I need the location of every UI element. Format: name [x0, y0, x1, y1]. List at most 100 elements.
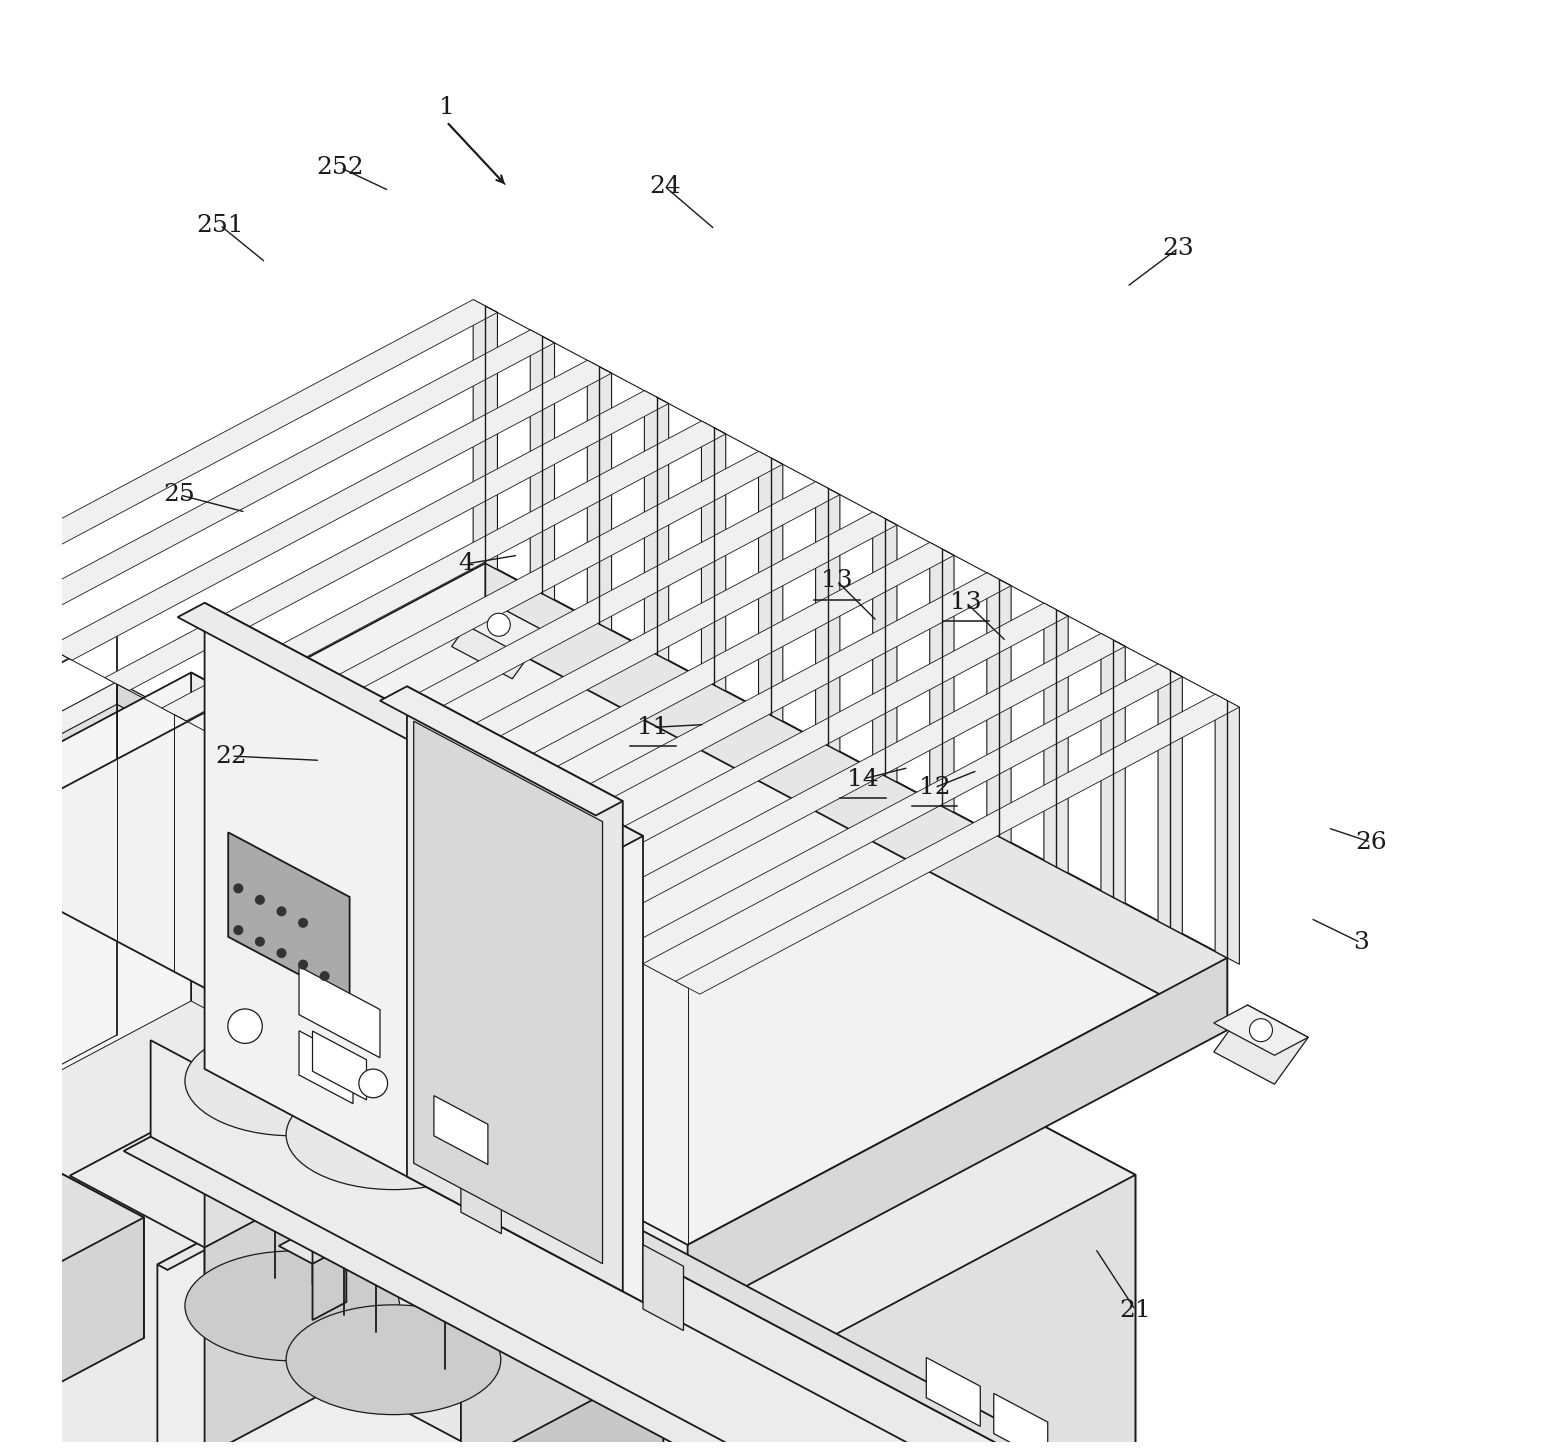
- Polygon shape: [485, 564, 1227, 1030]
- Ellipse shape: [186, 1026, 399, 1136]
- Circle shape: [299, 961, 307, 969]
- Polygon shape: [0, 1164, 143, 1271]
- Polygon shape: [413, 722, 602, 1264]
- Circle shape: [359, 1069, 388, 1098]
- Polygon shape: [0, 738, 192, 1081]
- Polygon shape: [0, 903, 192, 1246]
- Text: 23: 23: [1163, 236, 1194, 259]
- Polygon shape: [987, 572, 1012, 843]
- Text: 251: 251: [196, 213, 243, 236]
- Polygon shape: [642, 1245, 683, 1330]
- Polygon shape: [312, 1227, 346, 1303]
- Polygon shape: [235, 1275, 349, 1336]
- Polygon shape: [204, 1175, 340, 1449]
- Polygon shape: [218, 451, 783, 751]
- Polygon shape: [0, 958, 192, 1301]
- Polygon shape: [178, 603, 642, 851]
- Text: 12: 12: [918, 777, 951, 800]
- Polygon shape: [452, 600, 546, 649]
- Polygon shape: [644, 391, 669, 661]
- Polygon shape: [151, 1040, 940, 1449]
- Polygon shape: [461, 1255, 663, 1449]
- Polygon shape: [873, 511, 896, 782]
- Polygon shape: [0, 814, 192, 1159]
- Polygon shape: [1214, 694, 1239, 964]
- Polygon shape: [0, 848, 192, 1191]
- Polygon shape: [192, 672, 1135, 1449]
- Polygon shape: [123, 1065, 1074, 1449]
- Polygon shape: [1158, 664, 1182, 935]
- Polygon shape: [312, 1246, 346, 1320]
- Polygon shape: [452, 600, 546, 678]
- Polygon shape: [926, 1358, 981, 1426]
- Polygon shape: [42, 1164, 143, 1337]
- Polygon shape: [1214, 1006, 1308, 1084]
- Polygon shape: [204, 603, 642, 1303]
- Polygon shape: [0, 924, 192, 1269]
- Polygon shape: [0, 869, 192, 1214]
- Polygon shape: [276, 481, 840, 781]
- Polygon shape: [117, 958, 192, 1019]
- Circle shape: [1249, 1019, 1272, 1042]
- Polygon shape: [117, 793, 192, 853]
- Circle shape: [256, 895, 263, 904]
- Polygon shape: [688, 958, 1227, 1317]
- Polygon shape: [285, 1255, 663, 1449]
- Polygon shape: [0, 1013, 192, 1356]
- Polygon shape: [157, 959, 741, 1269]
- Circle shape: [234, 926, 243, 935]
- Ellipse shape: [287, 1306, 500, 1414]
- Polygon shape: [117, 848, 192, 909]
- Polygon shape: [390, 542, 954, 842]
- Polygon shape: [504, 603, 1068, 903]
- Text: 3: 3: [1353, 932, 1369, 953]
- Polygon shape: [0, 704, 192, 1049]
- Polygon shape: [641, 1310, 722, 1382]
- Polygon shape: [0, 793, 192, 1136]
- Polygon shape: [488, 1362, 663, 1449]
- Polygon shape: [312, 1032, 366, 1100]
- Polygon shape: [815, 481, 840, 752]
- Polygon shape: [0, 682, 192, 1026]
- Polygon shape: [0, 672, 1135, 1449]
- Polygon shape: [759, 451, 783, 722]
- Text: 252: 252: [316, 156, 365, 180]
- Polygon shape: [474, 300, 497, 569]
- Polygon shape: [337, 1329, 451, 1390]
- Polygon shape: [228, 832, 349, 1001]
- Polygon shape: [0, 980, 192, 1324]
- Polygon shape: [447, 572, 1012, 872]
- Ellipse shape: [186, 1250, 399, 1361]
- Polygon shape: [993, 1394, 1048, 1449]
- Polygon shape: [117, 903, 192, 964]
- Polygon shape: [117, 1013, 192, 1074]
- Polygon shape: [299, 966, 380, 1058]
- Circle shape: [256, 938, 263, 946]
- Text: 26: 26: [1355, 830, 1386, 853]
- Polygon shape: [334, 511, 896, 811]
- Polygon shape: [929, 542, 954, 813]
- Polygon shape: [702, 422, 726, 691]
- Polygon shape: [117, 738, 192, 798]
- Text: 4: 4: [458, 552, 474, 575]
- Text: 13: 13: [951, 591, 982, 614]
- Polygon shape: [0, 759, 192, 1104]
- Text: 24: 24: [649, 175, 681, 199]
- Polygon shape: [1101, 633, 1126, 904]
- Polygon shape: [1214, 1006, 1308, 1055]
- Polygon shape: [561, 633, 1126, 933]
- Polygon shape: [588, 361, 611, 630]
- Polygon shape: [0, 1035, 192, 1379]
- Polygon shape: [0, 330, 555, 630]
- Polygon shape: [48, 361, 611, 661]
- Polygon shape: [380, 687, 622, 816]
- Polygon shape: [563, 1175, 1135, 1449]
- Text: 14: 14: [847, 768, 879, 791]
- Circle shape: [320, 972, 329, 981]
- Text: 11: 11: [638, 716, 669, 739]
- Circle shape: [278, 949, 285, 958]
- Ellipse shape: [337, 1124, 369, 1137]
- Circle shape: [228, 1009, 262, 1043]
- Polygon shape: [204, 1104, 340, 1385]
- Circle shape: [299, 919, 307, 927]
